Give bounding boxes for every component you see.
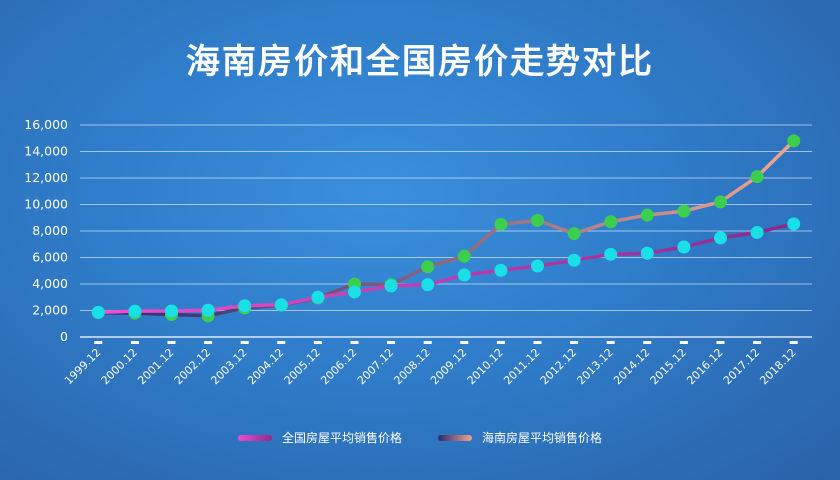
data-point-national	[787, 217, 801, 231]
data-point-national	[457, 268, 471, 282]
data-point-national	[165, 304, 178, 318]
series-line-hainan	[96, 139, 796, 318]
x-tick-mark	[240, 341, 249, 344]
x-tick-label: 2012.12	[538, 346, 579, 387]
data-point-national	[640, 246, 654, 260]
y-tick-label: 0	[60, 329, 68, 344]
x-tick-label: 2015.12	[648, 346, 689, 387]
x-tick-mark	[753, 341, 762, 344]
data-point-hainan	[421, 260, 435, 274]
data-point-hainan	[640, 208, 654, 222]
data-point-hainan	[457, 249, 471, 263]
data-point-national	[531, 259, 544, 273]
data-point-national	[274, 298, 288, 312]
data-point-hainan	[604, 215, 618, 229]
series-line-national	[96, 222, 796, 315]
x-tick-mark	[460, 341, 469, 344]
x-tick-mark	[204, 341, 213, 344]
data-point-national	[384, 279, 398, 293]
x-tick-label: 2007.12	[355, 346, 396, 387]
x-tick-mark	[130, 341, 139, 344]
x-tick-label: 2002.12	[172, 346, 213, 387]
data-point-national	[714, 231, 727, 245]
x-tick-label: 2011.12	[501, 346, 542, 387]
data-point-hainan	[494, 217, 508, 231]
y-tick-label: 2,000	[32, 303, 68, 318]
data-point-national	[567, 253, 581, 267]
x-tick-mark	[277, 341, 286, 344]
y-tick-label: 4,000	[32, 276, 68, 291]
x-tick-mark	[387, 341, 396, 344]
x-tick-label: 2004.12	[245, 346, 286, 387]
data-point-national	[750, 225, 764, 239]
data-point-national	[604, 247, 618, 261]
data-point-national	[201, 303, 215, 317]
data-point-national	[494, 263, 508, 277]
y-tick-label: 8,000	[32, 223, 68, 238]
x-tick-mark	[423, 341, 432, 344]
x-tick-mark	[679, 341, 688, 344]
x-tick-mark	[606, 341, 615, 344]
legend-item-national: 全国房屋平均销售价格	[237, 429, 402, 446]
data-point-national	[238, 299, 252, 313]
x-tick-label: 2008.12	[391, 346, 432, 387]
y-tick-label: 6,000	[32, 250, 68, 265]
chart-title: 海南房价和全国房价走势对比	[186, 42, 654, 82]
x-tick-label: 2009.12	[428, 346, 469, 387]
data-point-national	[311, 290, 325, 304]
x-tick-mark	[94, 341, 103, 344]
y-tick-label: 10,000	[24, 197, 68, 212]
chart-legend: 全国房屋平均销售价格 海南房屋平均销售价格	[0, 429, 840, 446]
x-tick-label: 2016.12	[684, 346, 725, 387]
x-tick-label: 2010.12	[465, 346, 506, 387]
data-point-national	[91, 305, 105, 319]
data-point-national	[421, 278, 435, 292]
x-tick-mark	[643, 341, 652, 344]
x-tick-label: 2018.12	[757, 346, 798, 387]
x-tick-mark	[496, 341, 505, 344]
data-point-national	[677, 240, 691, 254]
x-tick-label: 2013.12	[574, 346, 615, 387]
x-tick-label: 2017.12	[721, 346, 762, 387]
x-tick-label: 2014.12	[611, 346, 652, 387]
x-tick-label: 2006.12	[318, 346, 359, 387]
x-tick-mark	[533, 341, 542, 344]
data-point-hainan	[787, 134, 801, 148]
x-tick-label: 1999.12	[62, 346, 103, 387]
legend-swatch-national	[237, 434, 272, 441]
data-point-national	[348, 285, 361, 299]
x-tick-mark	[716, 341, 725, 344]
x-tick-label: 2005.12	[282, 346, 323, 387]
y-tick-label: 14,000	[24, 144, 68, 159]
data-point-hainan	[750, 170, 764, 184]
y-tick-label: 16,000	[24, 117, 68, 132]
legend-swatch-hainan	[438, 434, 472, 441]
data-point-hainan	[567, 227, 581, 241]
legend-label-national: 全国房屋平均销售价格	[281, 431, 402, 445]
data-point-national	[128, 304, 142, 318]
x-tick-mark	[350, 341, 359, 344]
data-point-hainan	[677, 204, 691, 218]
x-tick-mark	[167, 341, 176, 344]
x-tick-label: 2003.12	[208, 346, 249, 387]
data-point-hainan	[714, 195, 727, 209]
data-point-hainan	[531, 213, 544, 227]
x-tick-label: 2001.12	[135, 346, 176, 387]
legend-item-hainan: 海南房屋平均销售价格	[438, 429, 602, 446]
x-tick-label: 2000.12	[99, 346, 140, 387]
legend-label-hainan: 海南房屋平均销售价格	[482, 431, 603, 445]
y-tick-label: 12,000	[24, 170, 68, 185]
x-tick-mark	[789, 341, 798, 344]
x-tick-mark	[570, 341, 579, 344]
x-tick-mark	[313, 341, 322, 344]
